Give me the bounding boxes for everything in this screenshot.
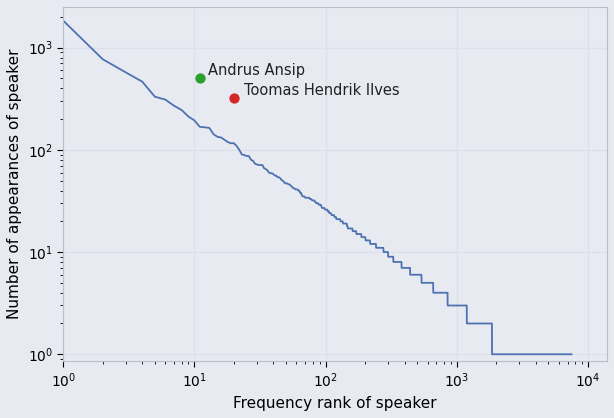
Y-axis label: Number of appearances of speaker: Number of appearances of speaker xyxy=(7,49,22,319)
Point xyxy=(229,95,239,102)
X-axis label: Frequency rank of speaker: Frequency rank of speaker xyxy=(233,396,437,411)
Text: Toomas Hendrik Ilves: Toomas Hendrik Ilves xyxy=(244,83,400,98)
Point xyxy=(195,75,204,82)
Text: Andrus Ansip: Andrus Ansip xyxy=(208,63,305,78)
